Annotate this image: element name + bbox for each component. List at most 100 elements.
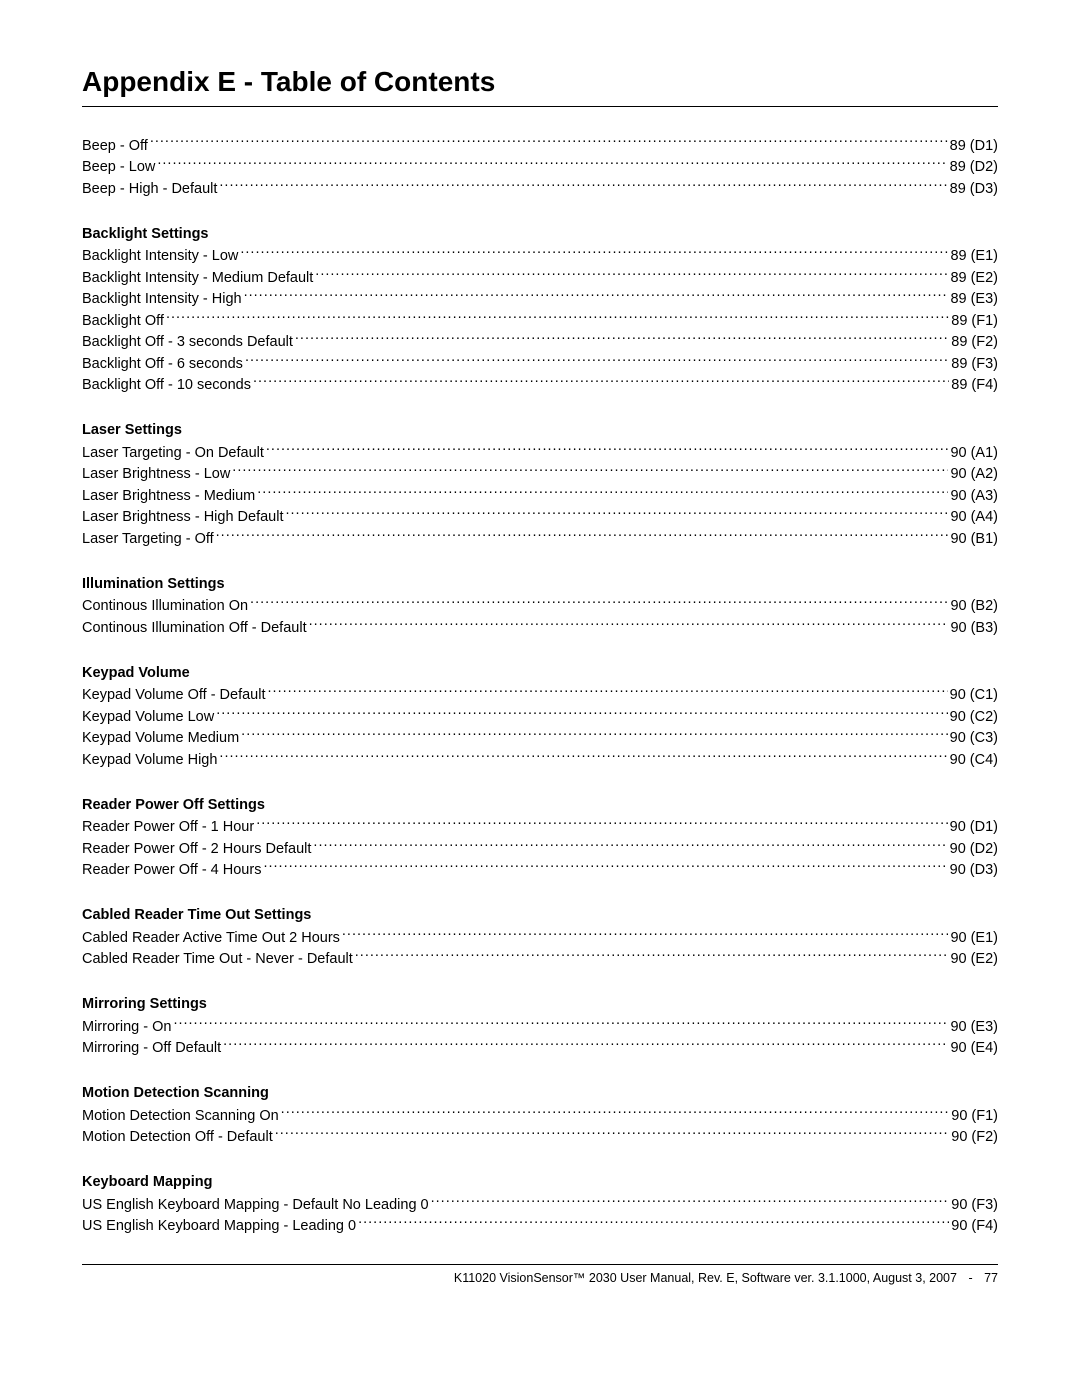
toc-dot-leader <box>263 860 947 875</box>
toc-entry-page: 90 (F2) <box>951 1127 998 1148</box>
toc-entry-label: Backlight Intensity - High <box>82 289 242 310</box>
toc-entry-page: 89 (D2) <box>950 157 998 178</box>
toc-dot-leader <box>250 596 948 611</box>
toc-section-header: Laser Settings <box>82 422 998 438</box>
toc-row: Continous Illumination On 90 (B2) <box>82 596 998 618</box>
toc-entry-label: Motion Detection Off - Default <box>82 1127 273 1148</box>
toc-section: Illumination Settings Continous Illuminat… <box>82 576 998 639</box>
toc-entry-page: 90 (A1) <box>950 443 998 464</box>
toc-section: Beep - Off 89 (D1)Beep - Low89 (D2)Beep -… <box>82 135 998 200</box>
toc-dot-leader <box>431 1194 950 1209</box>
toc-entry-label: Backlight Intensity - Low <box>82 246 238 267</box>
toc-dot-leader <box>358 1216 949 1231</box>
toc-entry-label: Cabled Reader Time Out - Never - Default <box>82 949 353 970</box>
toc-dot-leader <box>241 728 947 743</box>
toc-row: Backlight Off - 3 seconds Default 89 (F2) <box>82 332 998 354</box>
toc-section-header: Illumination Settings <box>82 576 998 592</box>
toc-section: Laser Settings Laser Targeting - On Defau… <box>82 422 998 550</box>
toc-row: Motion Detection Scanning On90 (F1) <box>82 1105 998 1127</box>
toc-entry-label: Backlight Off - 10 seconds <box>82 375 251 396</box>
toc-entry-page: 90 (E2) <box>950 949 998 970</box>
toc-entry-label: Mirroring - On <box>82 1017 171 1038</box>
toc-section: Cabled Reader Time Out Settings Cabled Re… <box>82 907 998 970</box>
toc-dot-leader <box>219 178 947 193</box>
toc-section-header: Keypad Volume <box>82 665 998 681</box>
toc-entry-label: US English Keyboard Mapping - Default No… <box>82 1195 429 1216</box>
toc-entry-page: 90 (A2) <box>950 464 998 485</box>
toc-entry-label: Backlight Off - 6 seconds <box>82 354 243 375</box>
toc-entry-page: 90 (A4) <box>950 507 998 528</box>
toc-row: Laser Targeting - Off90 (B1) <box>82 528 998 550</box>
toc-entry-page: 90 (C4) <box>950 750 998 771</box>
toc-row: Cabled Reader Time Out - Never - Default… <box>82 949 998 971</box>
toc-dot-leader <box>244 289 949 304</box>
toc-entry-label: Reader Power Off - 2 Hours Default <box>82 839 311 860</box>
toc-dot-leader <box>166 310 949 325</box>
toc-entry-label: Keypad Volume High <box>82 750 217 771</box>
toc-dot-leader <box>219 749 947 764</box>
toc-entry-label: Beep - Off <box>82 136 148 157</box>
toc-dot-leader <box>268 685 948 700</box>
toc-dot-leader <box>240 246 948 261</box>
toc-entry-page: 90 (D2) <box>950 839 998 860</box>
toc-entry-page: 89 (D3) <box>950 179 998 200</box>
toc-entry-page: 89 (F1) <box>951 311 998 332</box>
toc-row: Beep - High - Default 89 (D3) <box>82 178 998 200</box>
toc-entry-label: Reader Power Off - 1 Hour <box>82 817 254 838</box>
toc-entry-page: 90 (C1) <box>950 685 998 706</box>
toc-section-header: Cabled Reader Time Out Settings <box>82 907 998 923</box>
toc-entry-page: 89 (E3) <box>950 289 998 310</box>
toc-dot-leader <box>256 817 947 832</box>
toc-entry-label: Laser Brightness - Low <box>82 464 230 485</box>
toc-entry-page: 90 (E1) <box>950 928 998 949</box>
toc-entry-page: 90 (C3) <box>950 728 998 749</box>
toc-entry-label: Mirroring - Off Default <box>82 1038 221 1059</box>
toc-row: Mirroring - Off Default 90 (E4) <box>82 1038 998 1060</box>
toc-row: Reader Power Off - 2 Hours Default 90 (D2… <box>82 838 998 860</box>
toc-row: Laser Targeting - On Default 90 (A1) <box>82 442 998 464</box>
toc-dot-leader <box>355 949 949 964</box>
toc-entry-page: 89 (F2) <box>951 332 998 353</box>
toc-dot-leader <box>295 332 949 347</box>
toc-entry-page: 89 (E1) <box>950 246 998 267</box>
toc-row: Keypad Volume Medium90 (C3) <box>82 728 998 750</box>
document-page: Appendix E - Table of Contents Beep - Of… <box>0 0 1080 1285</box>
footer-separator: - <box>968 1271 972 1285</box>
toc-entry-page: 89 (F3) <box>951 354 998 375</box>
toc-row: Backlight Off89 (F1) <box>82 310 998 332</box>
toc-body: Beep - Off 89 (D1)Beep - Low89 (D2)Beep -… <box>82 135 998 1238</box>
toc-dot-leader <box>245 353 949 368</box>
toc-entry-page: 90 (B2) <box>950 596 998 617</box>
toc-entry-page: 90 (F1) <box>951 1106 998 1127</box>
toc-row: Backlight Off - 10 seconds 89 (F4) <box>82 375 998 397</box>
toc-entry-page: 89 (E2) <box>950 268 998 289</box>
toc-dot-leader <box>342 927 949 942</box>
toc-row: Beep - Low89 (D2) <box>82 157 998 179</box>
toc-entry-label: Continous Illumination On <box>82 596 248 617</box>
toc-row: Mirroring - On90 (E3) <box>82 1016 998 1038</box>
toc-entry-label: Backlight Intensity - Medium Default <box>82 268 313 289</box>
toc-entry-label: Laser Targeting - On Default <box>82 443 264 464</box>
toc-section-header: Keyboard Mapping <box>82 1174 998 1190</box>
toc-dot-leader <box>281 1105 950 1120</box>
toc-row: Backlight Intensity - High 89 (E3) <box>82 289 998 311</box>
toc-row: Keypad Volume Off - Default90 (C1) <box>82 685 998 707</box>
toc-entry-page: 90 (F3) <box>951 1195 998 1216</box>
toc-dot-leader <box>275 1127 950 1142</box>
toc-entry-label: Beep - High - Default <box>82 179 217 200</box>
toc-row: Keypad Volume High 90 (C4) <box>82 749 998 771</box>
toc-row: Backlight Off - 6 seconds 89 (F3) <box>82 353 998 375</box>
toc-dot-leader <box>150 135 948 150</box>
toc-entry-page: 90 (E4) <box>950 1038 998 1059</box>
toc-entry-page: 89 (F4) <box>951 375 998 396</box>
toc-dot-leader <box>257 485 948 500</box>
toc-row: Continous Illumination Off - Default90 (… <box>82 617 998 639</box>
footer: K11020 VisionSensor™ 2030 User Manual, R… <box>82 1271 998 1285</box>
toc-dot-leader <box>313 838 947 853</box>
toc-dot-leader <box>309 617 949 632</box>
toc-entry-page: 89 (D1) <box>950 136 998 157</box>
toc-section: Mirroring SettingsMirroring - On90 (E3)M… <box>82 996 998 1059</box>
toc-entry-label: Backlight Off - 3 seconds Default <box>82 332 293 353</box>
toc-entry-label: Laser Targeting - Off <box>82 529 214 550</box>
toc-section: Motion Detection ScanningMotion Detectio… <box>82 1085 998 1148</box>
